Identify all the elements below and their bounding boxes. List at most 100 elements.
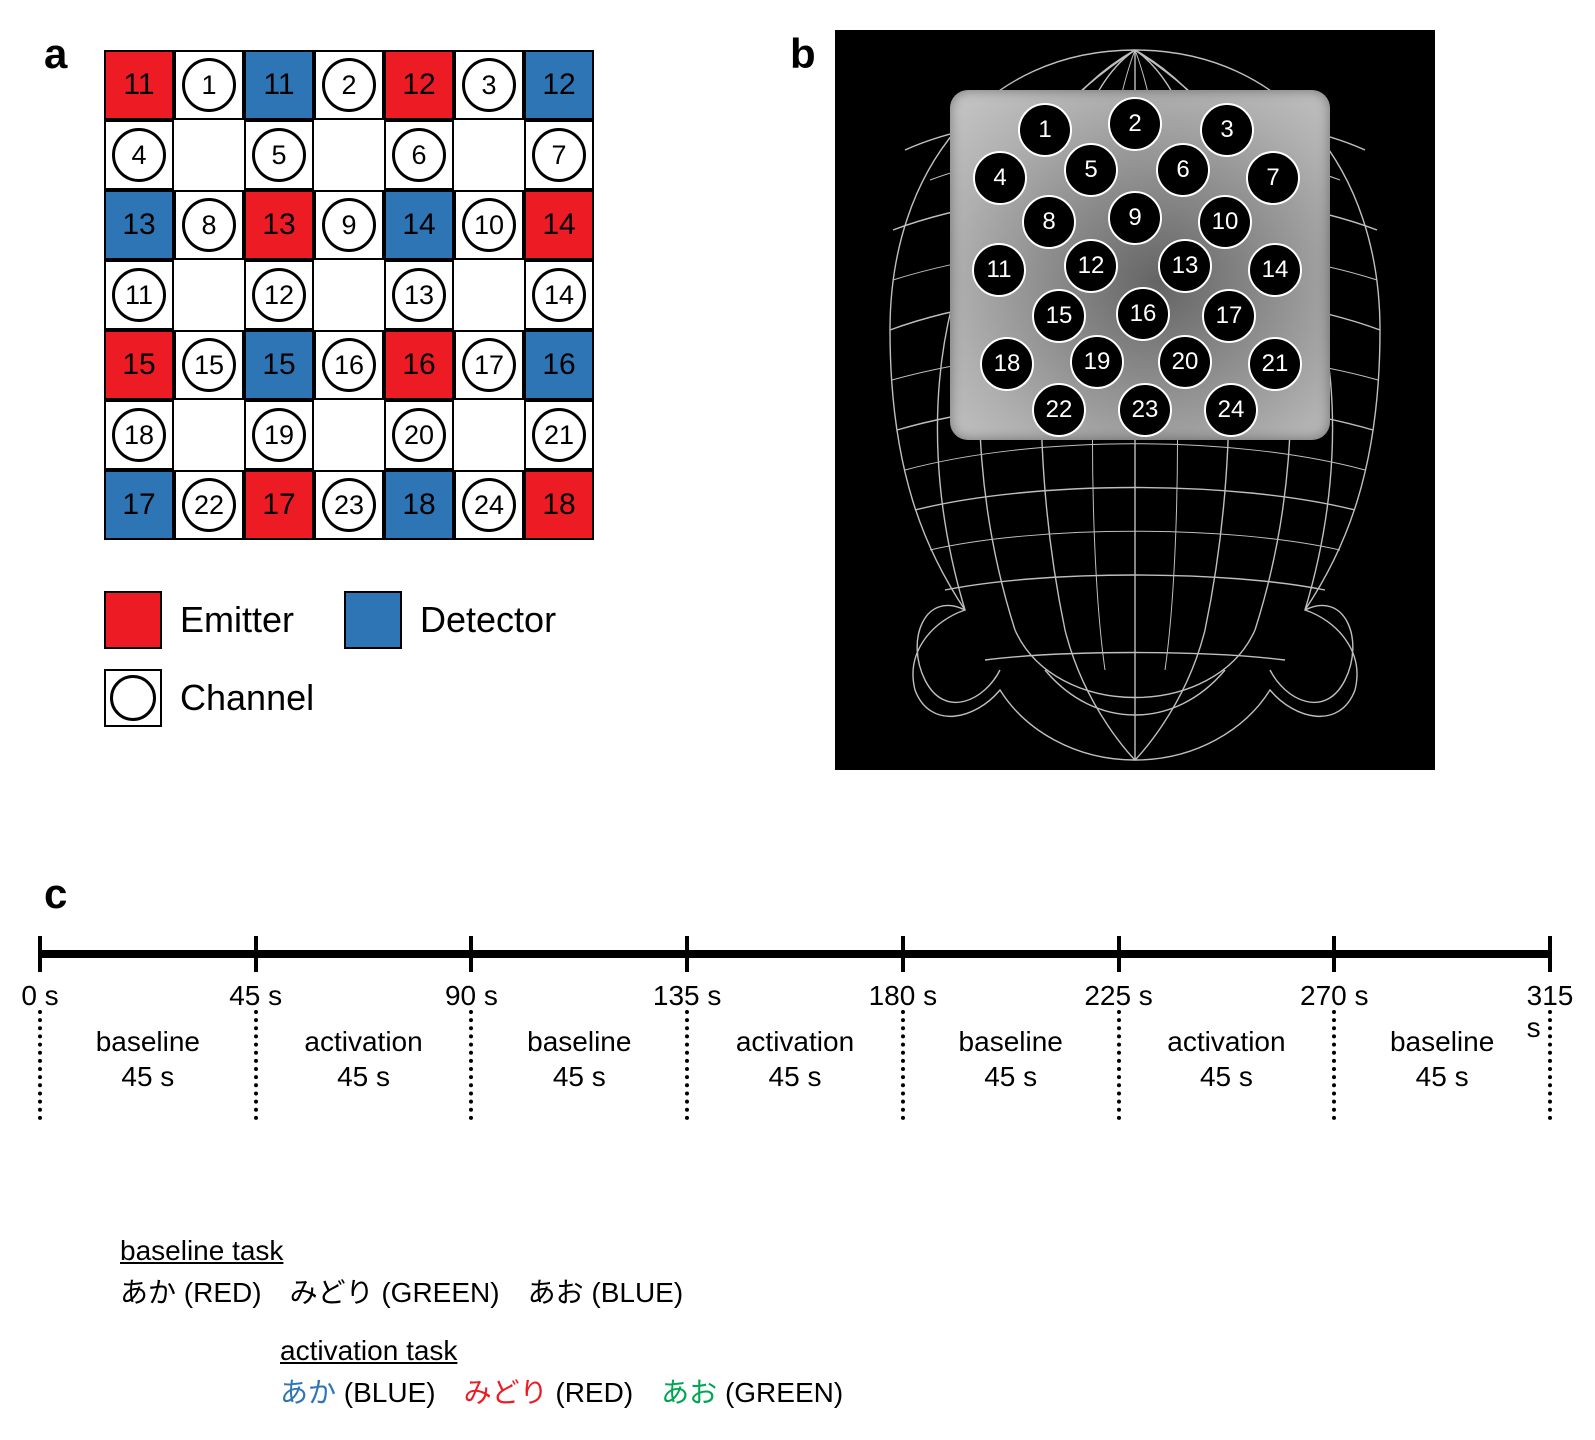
channel-number: 8 [182, 198, 236, 252]
emitter-cell: 13 [244, 190, 314, 260]
channel-cell: 18 [104, 400, 174, 470]
channel-node: 4 [973, 151, 1027, 205]
detector-cell: 11 [244, 50, 314, 120]
task-word: あか [120, 1277, 176, 1308]
task-word: みどり [290, 1277, 374, 1308]
channel-cell: 5 [244, 120, 314, 190]
timeline-tick [254, 936, 258, 972]
channel-number: 14 [532, 268, 586, 322]
channel-cell: 15 [174, 330, 244, 400]
timeline-tick-label: 270 s [1300, 980, 1369, 1012]
legend-emitter: Emitter [104, 591, 294, 649]
channel-cell: 11 [104, 260, 174, 330]
emitter-cell: 12 [384, 50, 454, 120]
blank-cell [314, 260, 384, 330]
blank-cell [174, 400, 244, 470]
channel-node: 8 [1022, 195, 1076, 249]
channel-number: 6 [392, 128, 446, 182]
channel-node: 10 [1198, 195, 1252, 249]
channel-node: 1 [1018, 103, 1072, 157]
channel-cell: 19 [244, 400, 314, 470]
channel-cell: 13 [384, 260, 454, 330]
timeline-segment-label: baseline 45 s [1390, 1024, 1494, 1094]
channel-node: 11 [972, 243, 1026, 297]
channel-cell: 1 [174, 50, 244, 120]
channel-cell: 21 [524, 400, 594, 470]
channel-node: 2 [1108, 97, 1162, 151]
blank-cell [454, 120, 524, 190]
channel-number: 18 [112, 408, 166, 462]
legend-row-1: Emitter Detector [104, 590, 556, 650]
channel-cell: 20 [384, 400, 454, 470]
optode-grid: 1111121231245671381391410141112131415151… [104, 50, 594, 540]
channel-cell: 14 [524, 260, 594, 330]
task-word: みどり [464, 1377, 548, 1408]
task-word-en: (RED) [548, 1377, 662, 1408]
panel-label-b: b [790, 30, 816, 78]
task-timeline: 0 s45 s90 s135 s180 s225 s270 s315 sbase… [40, 950, 1550, 1170]
task-heading: activation task [280, 1330, 843, 1372]
timeline-segment-label: activation 45 s [736, 1024, 854, 1094]
legend-channel: Channel [104, 669, 314, 727]
timeline-tick [1548, 936, 1552, 972]
emitter-cell: 17 [244, 470, 314, 540]
timeline-tick-label: 225 s [1084, 980, 1153, 1012]
legend-row-2: Channel [104, 668, 556, 728]
timeline-segment-label: baseline 45 s [96, 1024, 200, 1094]
timeline-tick-label: 135 s [653, 980, 722, 1012]
legend-channel-label: Channel [180, 677, 314, 719]
task-word: あお [528, 1277, 584, 1308]
timeline-segment-label: baseline 45 s [527, 1024, 631, 1094]
channel-number: 2 [322, 58, 376, 112]
timeline-dash [469, 1010, 473, 1120]
timeline-dash [1117, 1010, 1121, 1120]
task-line: あか (BLUE) みどり (RED) あお (GREEN) [280, 1372, 843, 1414]
blank-cell [174, 120, 244, 190]
channel-node: 3 [1200, 103, 1254, 157]
blank-cell [174, 260, 244, 330]
panel-label-a: a [44, 30, 67, 78]
detector-cell: 15 [244, 330, 314, 400]
channel-node: 13 [1158, 239, 1212, 293]
channel-number: 15 [182, 338, 236, 392]
emitter-cell: 11 [104, 50, 174, 120]
channel-number: 19 [252, 408, 306, 462]
task-word-en: (BLUE) [336, 1377, 464, 1408]
channel-cell: 24 [454, 470, 524, 540]
emitter-cell: 18 [524, 470, 594, 540]
detector-cell: 13 [104, 190, 174, 260]
blank-cell [454, 400, 524, 470]
channel-node: 5 [1064, 143, 1118, 197]
task-line: あか (RED) みどり (GREEN) あお (BLUE) [120, 1272, 683, 1314]
channel-number: 3 [462, 58, 516, 112]
channel-number: 11 [112, 268, 166, 322]
task-word: あか [280, 1377, 336, 1408]
detector-cell: 17 [104, 470, 174, 540]
channel-number: 4 [112, 128, 166, 182]
detector-cell: 12 [524, 50, 594, 120]
channel-cell: 16 [314, 330, 384, 400]
channel-node: 21 [1248, 337, 1302, 391]
timeline-tick-label: 0 s [21, 980, 58, 1012]
channel-number: 13 [392, 268, 446, 322]
task-heading: baseline task [120, 1230, 683, 1272]
channel-ring-icon [110, 675, 156, 721]
grid-legend: Emitter Detector Channel [104, 590, 556, 728]
timeline-tick-label: 90 s [445, 980, 498, 1012]
timeline-dash [1332, 1010, 1336, 1120]
emitter-cell: 14 [524, 190, 594, 260]
channel-cell: 2 [314, 50, 384, 120]
panel-label-c: c [44, 870, 67, 918]
channel-node: 18 [980, 337, 1034, 391]
channel-number: 24 [462, 478, 516, 532]
channel-cell: 3 [454, 50, 524, 120]
channel-cell: 12 [244, 260, 314, 330]
channel-number: 21 [532, 408, 586, 462]
channel-cell: 7 [524, 120, 594, 190]
blank-cell [454, 260, 524, 330]
head-diagram: 123456789101112131415161718192021222324 [835, 30, 1435, 770]
channel-cell: 22 [174, 470, 244, 540]
detector-swatch [344, 591, 402, 649]
channel-number: 17 [462, 338, 516, 392]
timeline-tick [1332, 936, 1336, 972]
